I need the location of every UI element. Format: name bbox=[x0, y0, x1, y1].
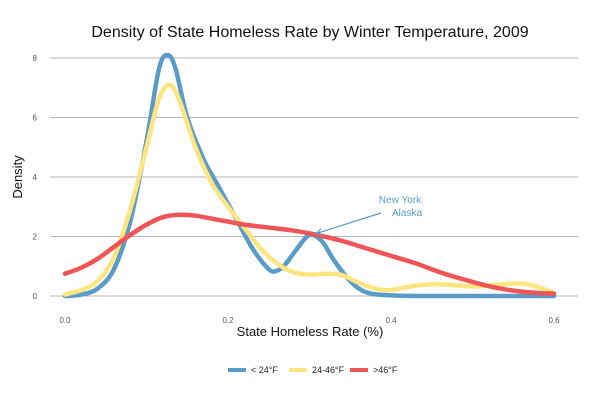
annotation-label-line-1: New York bbox=[379, 195, 422, 206]
series-line-above-46f bbox=[62, 212, 557, 296]
series-line-24-46f bbox=[62, 82, 557, 297]
axis-ticks: 0 2 4 6 8 0.0 0.2 0.4 0.6 bbox=[33, 54, 561, 325]
grid-lines bbox=[50, 57, 578, 297]
series-lines bbox=[62, 52, 557, 299]
annotation-arrow bbox=[315, 212, 382, 235]
y-tick-label: 0 bbox=[33, 292, 38, 301]
legend-label: < 24°F bbox=[251, 365, 278, 375]
legend-label: 24-46°F bbox=[312, 365, 345, 375]
legend-label: >46°F bbox=[373, 365, 398, 375]
annotation: New York Alaska bbox=[314, 195, 422, 236]
annotation-label-line-2: Alaska bbox=[392, 208, 422, 219]
x-tick-label: 0.4 bbox=[385, 316, 397, 325]
y-tick-label: 4 bbox=[33, 173, 38, 182]
y-axis-title: Density bbox=[10, 155, 25, 199]
x-axis-title: State Homeless Rate (%) bbox=[237, 324, 384, 339]
x-tick-label: 0.0 bbox=[59, 316, 71, 325]
y-tick-label: 2 bbox=[33, 233, 38, 242]
annotation-arrowhead bbox=[314, 228, 324, 236]
y-tick-label: 8 bbox=[33, 54, 38, 63]
x-tick-label: 0.2 bbox=[222, 316, 234, 325]
x-tick-label: 0.6 bbox=[548, 316, 560, 325]
chart-title: Density of State Homeless Rate by Winter… bbox=[91, 24, 528, 41]
legend: < 24°F 24-46°F >46°F bbox=[228, 365, 398, 375]
series-line-below-24f bbox=[62, 52, 557, 299]
y-tick-label: 6 bbox=[33, 114, 38, 123]
